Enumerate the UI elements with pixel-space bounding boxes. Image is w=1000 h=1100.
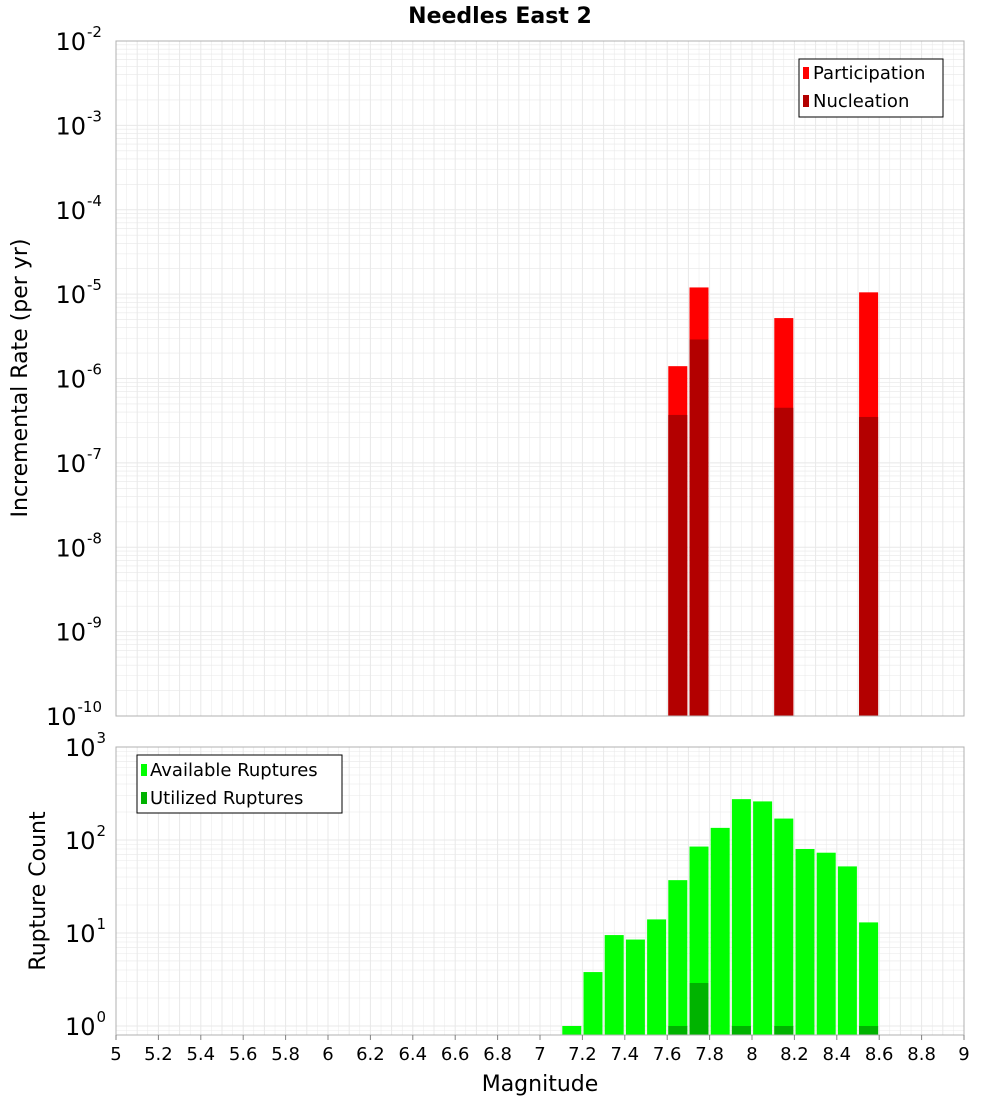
rate-y-tick-exponent: -9 [87,614,102,632]
count-available-ruptures-bar [731,799,751,1035]
x-tick-label: 7.8 [695,1044,724,1065]
rate-y-tick-base: 10 [55,281,86,309]
count-y-tick-base: 10 [65,827,96,855]
x-tick-label: 7 [534,1044,545,1065]
rate-y-tick-exponent: -4 [87,192,102,210]
rate-nucleation-bar [689,339,709,716]
x-tick-label: 8.6 [865,1044,894,1065]
rate-y-tick-exponent: -7 [87,445,102,463]
rate-nucleation-bar [859,416,879,716]
count-y-tick-base: 10 [65,734,96,762]
count-available-ruptures-bar [837,866,857,1035]
count-utilized-ruptures-bar [859,1025,879,1035]
count-available-ruptures-bar [562,1025,582,1035]
rate-y-tick-base: 10 [55,366,86,394]
count-utilized-ruptures-bar [731,1025,751,1035]
x-tick-label: 7.2 [568,1044,597,1065]
count-y-tick-base: 10 [65,920,96,948]
count-available-ruptures-bar [753,801,773,1035]
rate-y-tick-base: 10 [46,703,77,731]
rate-y-tick-base: 10 [55,619,86,647]
rate-y-tick-base: 10 [55,450,86,478]
count-y-tick-base: 10 [65,1013,96,1041]
rate-y-tick-base: 10 [55,112,86,140]
rate-y-tick-exponent: -5 [87,276,102,294]
rate-y-axis-label: Incremental Rate (per yr) [8,239,33,518]
x-tick-label: 6.6 [441,1044,470,1065]
rate-y-tick-exponent: -2 [87,23,102,41]
rate-y-tick-base: 10 [55,534,86,562]
available-legend-label: Available Ruptures [150,760,318,781]
rate-plot-frame [115,40,965,717]
count-utilized-ruptures-bar [774,1025,794,1035]
rate-y-tick-exponent: -10 [78,698,103,716]
x-tick-label: 5 [110,1044,121,1065]
count-legend-box [136,754,343,814]
count-y-tick-exponent: 3 [97,729,107,747]
x-tick-label: 6.4 [398,1044,427,1065]
rate-nucleation-bar [774,407,794,716]
count-available-ruptures-bar [647,919,667,1035]
x-tick-label: 8.2 [780,1044,809,1065]
count-available-ruptures-bar [583,972,603,1035]
rate-y-tick-base: 10 [55,28,86,56]
count-available-ruptures-bar [625,939,645,1035]
count-available-ruptures-bar [710,827,730,1035]
count-y-axis-label: Rupture Count [26,811,51,971]
utilized-legend-swatch [141,792,147,804]
x-tick-label: 5.2 [144,1044,173,1065]
x-tick-label: 6.2 [356,1044,385,1065]
rate-y-tick-exponent: -6 [87,361,102,379]
x-tick-label: 7.4 [610,1044,639,1065]
x-tick-label: 8.4 [822,1044,851,1065]
nucleation-legend-swatch [803,95,809,107]
x-tick-label: 7.6 [653,1044,682,1065]
available-legend-swatch [141,764,147,776]
nucleation-legend-label: Nucleation [813,91,909,112]
x-tick-label: 5.8 [271,1044,300,1065]
count-utilized-ruptures-bar [668,1025,688,1035]
x-tick-label: 6.8 [483,1044,512,1065]
rate-legend-box [798,58,944,118]
rate-nucleation-bar [668,414,688,716]
rate-gridlines [115,40,965,717]
rate-legend: Participation Nucleation [798,58,944,118]
count-available-ruptures-bar [816,852,836,1035]
x-tick-label: 8.8 [907,1044,936,1065]
count-bars [562,799,879,1035]
participation-legend-swatch [803,67,809,79]
count-y-tick-exponent: 2 [97,822,107,840]
chart-title: Needles East 2 [408,4,592,29]
x-tick-label: 5.4 [186,1044,215,1065]
x-tick-label: 8 [746,1044,757,1065]
rate-y-tick-base: 10 [55,197,86,225]
participation-legend-label: Participation [813,63,925,84]
count-available-ruptures-bar [774,818,794,1035]
rate-panel: 10-210-310-410-510-610-710-810-910-10 In… [8,23,965,731]
x-tick-label: 6 [322,1044,333,1065]
x-tick-label: 9 [958,1044,969,1065]
count-available-ruptures-bar [795,849,815,1035]
rate-y-tick-exponent: -3 [87,107,102,125]
count-available-ruptures-bar [668,880,688,1035]
rate-y-ticks: 10-210-310-410-510-610-710-810-910-10 [46,23,102,731]
count-y-tick-exponent: 0 [97,1008,107,1026]
count-y-tick-exponent: 1 [97,915,107,933]
rate-bars [668,287,879,716]
x-axis-ticks: 5 5.2 5.4 5.6 5.8 6 6.2 6.4 6.6 6.8 7 7.2 7.4 7.6 7.8 8… [110,1035,970,1065]
count-utilized-ruptures-bar [689,982,709,1035]
count-available-ruptures-bar [604,935,624,1035]
utilized-legend-label: Utilized Ruptures [150,788,303,809]
count-available-ruptures-bar [859,922,879,1035]
x-tick-label: 5.6 [229,1044,258,1065]
count-legend: Available Ruptures Utilized Ruptures [136,754,343,814]
x-axis-label: Magnitude [482,1072,599,1097]
rate-y-tick-exponent: -8 [87,529,102,547]
